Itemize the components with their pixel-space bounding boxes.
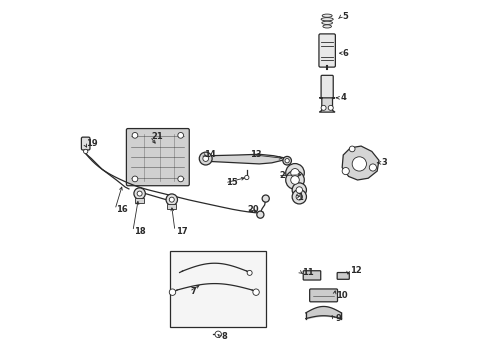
Text: 16: 16: [117, 205, 128, 214]
FancyBboxPatch shape: [168, 204, 176, 208]
Text: 5: 5: [342, 12, 348, 21]
Ellipse shape: [323, 25, 331, 28]
Text: 10: 10: [336, 291, 347, 300]
Ellipse shape: [322, 14, 332, 17]
Text: 3: 3: [381, 158, 387, 167]
Circle shape: [352, 157, 367, 171]
Text: 20: 20: [248, 205, 260, 214]
Circle shape: [285, 158, 289, 163]
Circle shape: [286, 163, 304, 182]
Circle shape: [291, 168, 299, 177]
Circle shape: [132, 132, 138, 138]
Circle shape: [262, 195, 270, 202]
Circle shape: [342, 167, 349, 175]
Text: 11: 11: [302, 268, 314, 277]
Text: 13: 13: [250, 150, 262, 159]
Circle shape: [83, 149, 88, 154]
Circle shape: [321, 105, 326, 111]
Polygon shape: [319, 98, 335, 112]
Circle shape: [296, 194, 302, 200]
Text: 12: 12: [350, 266, 362, 275]
Text: 14: 14: [204, 150, 216, 159]
Circle shape: [178, 176, 184, 182]
Text: 6: 6: [342, 49, 348, 58]
Text: 19: 19: [86, 139, 98, 148]
FancyBboxPatch shape: [135, 198, 144, 203]
Circle shape: [215, 331, 221, 338]
Circle shape: [291, 176, 299, 184]
Circle shape: [169, 289, 176, 296]
Ellipse shape: [322, 21, 333, 24]
FancyBboxPatch shape: [170, 251, 267, 327]
Text: 8: 8: [222, 332, 227, 341]
Text: 18: 18: [134, 227, 146, 236]
Ellipse shape: [321, 18, 333, 21]
Circle shape: [349, 146, 355, 152]
Circle shape: [166, 194, 177, 205]
FancyBboxPatch shape: [310, 289, 338, 302]
Circle shape: [247, 270, 252, 275]
Text: 15: 15: [226, 178, 238, 187]
Circle shape: [132, 176, 138, 182]
Text: 2: 2: [279, 171, 285, 180]
Circle shape: [203, 156, 209, 161]
Circle shape: [178, 132, 184, 138]
Text: 21: 21: [151, 132, 163, 141]
Circle shape: [134, 188, 146, 199]
Circle shape: [292, 190, 306, 204]
FancyBboxPatch shape: [303, 271, 321, 280]
Text: 4: 4: [341, 93, 346, 102]
Circle shape: [253, 289, 259, 296]
FancyBboxPatch shape: [337, 273, 349, 279]
Circle shape: [257, 211, 264, 218]
FancyBboxPatch shape: [321, 75, 333, 99]
Circle shape: [199, 152, 212, 165]
Circle shape: [137, 191, 142, 196]
Circle shape: [369, 164, 376, 171]
Text: 17: 17: [176, 226, 188, 235]
Circle shape: [283, 157, 292, 165]
Polygon shape: [209, 154, 288, 164]
Circle shape: [328, 105, 333, 111]
Text: 9: 9: [336, 314, 342, 323]
Text: 7: 7: [191, 287, 196, 296]
Text: 1: 1: [297, 193, 303, 202]
Circle shape: [286, 171, 304, 189]
FancyBboxPatch shape: [126, 129, 189, 186]
Circle shape: [169, 197, 174, 202]
FancyBboxPatch shape: [319, 34, 335, 67]
Circle shape: [296, 187, 302, 193]
Circle shape: [292, 183, 306, 197]
Polygon shape: [342, 146, 379, 180]
Circle shape: [245, 175, 249, 180]
FancyBboxPatch shape: [81, 137, 90, 150]
